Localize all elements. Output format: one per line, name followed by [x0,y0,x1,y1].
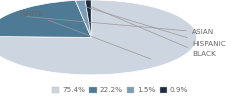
Text: HISPANIC: HISPANIC [84,7,226,47]
Text: WHITE: WHITE [19,11,151,59]
Wedge shape [0,0,91,37]
Legend: 75.4%, 22.2%, 1.5%, 0.9%: 75.4%, 22.2%, 1.5%, 0.9% [49,84,191,96]
Text: BLACK: BLACK [91,7,216,57]
Text: ASIAN: ASIAN [27,17,214,35]
Wedge shape [75,0,91,37]
Wedge shape [85,0,91,37]
Wedge shape [0,0,197,75]
